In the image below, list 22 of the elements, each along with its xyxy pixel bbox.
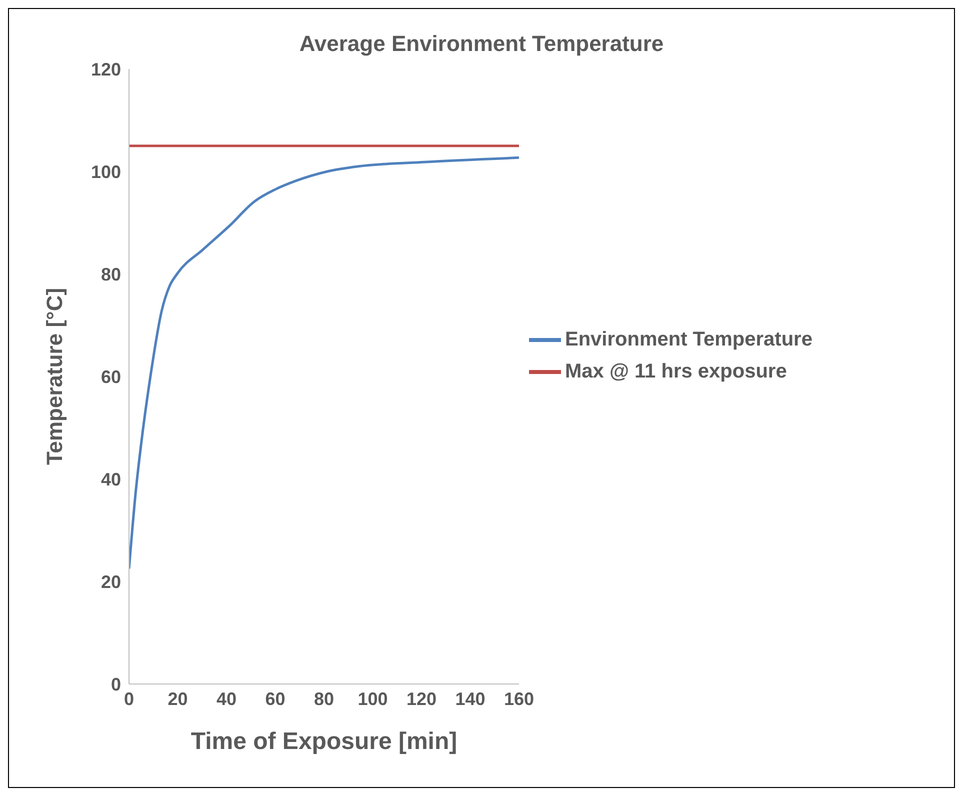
y-tick-label: 20 [100,572,121,592]
legend-label: Environment Temperature [565,328,812,350]
x-tick-label: 0 [124,688,134,709]
y-tick-label: 60 [100,366,121,387]
x-tick-label: 40 [216,688,237,709]
y-axis-title: Temperature [°C] [42,288,67,466]
line-series [129,156,519,570]
x-tick-label: 60 [265,688,286,709]
y-tick-label: 0 [110,674,121,694]
x-axis-title: Time of Exposure [min] [190,728,458,755]
x-tick-label: 120 [406,688,437,709]
x-tick-label: 160 [504,688,534,709]
y-tick-label: 120 [90,59,121,80]
x-tick-label: 100 [358,688,388,709]
y-tick-label: 40 [100,469,121,490]
x-tick-label: 20 [168,688,188,709]
x-tick-label: 140 [455,688,486,709]
y-tick-label: 100 [90,162,121,182]
x-tick-label: 80 [314,688,334,709]
chart-title: Average Environment Temperature [298,31,665,57]
y-tick-label: 80 [100,264,121,284]
legend-label: Max @ 11 hrs exposure [565,360,787,382]
